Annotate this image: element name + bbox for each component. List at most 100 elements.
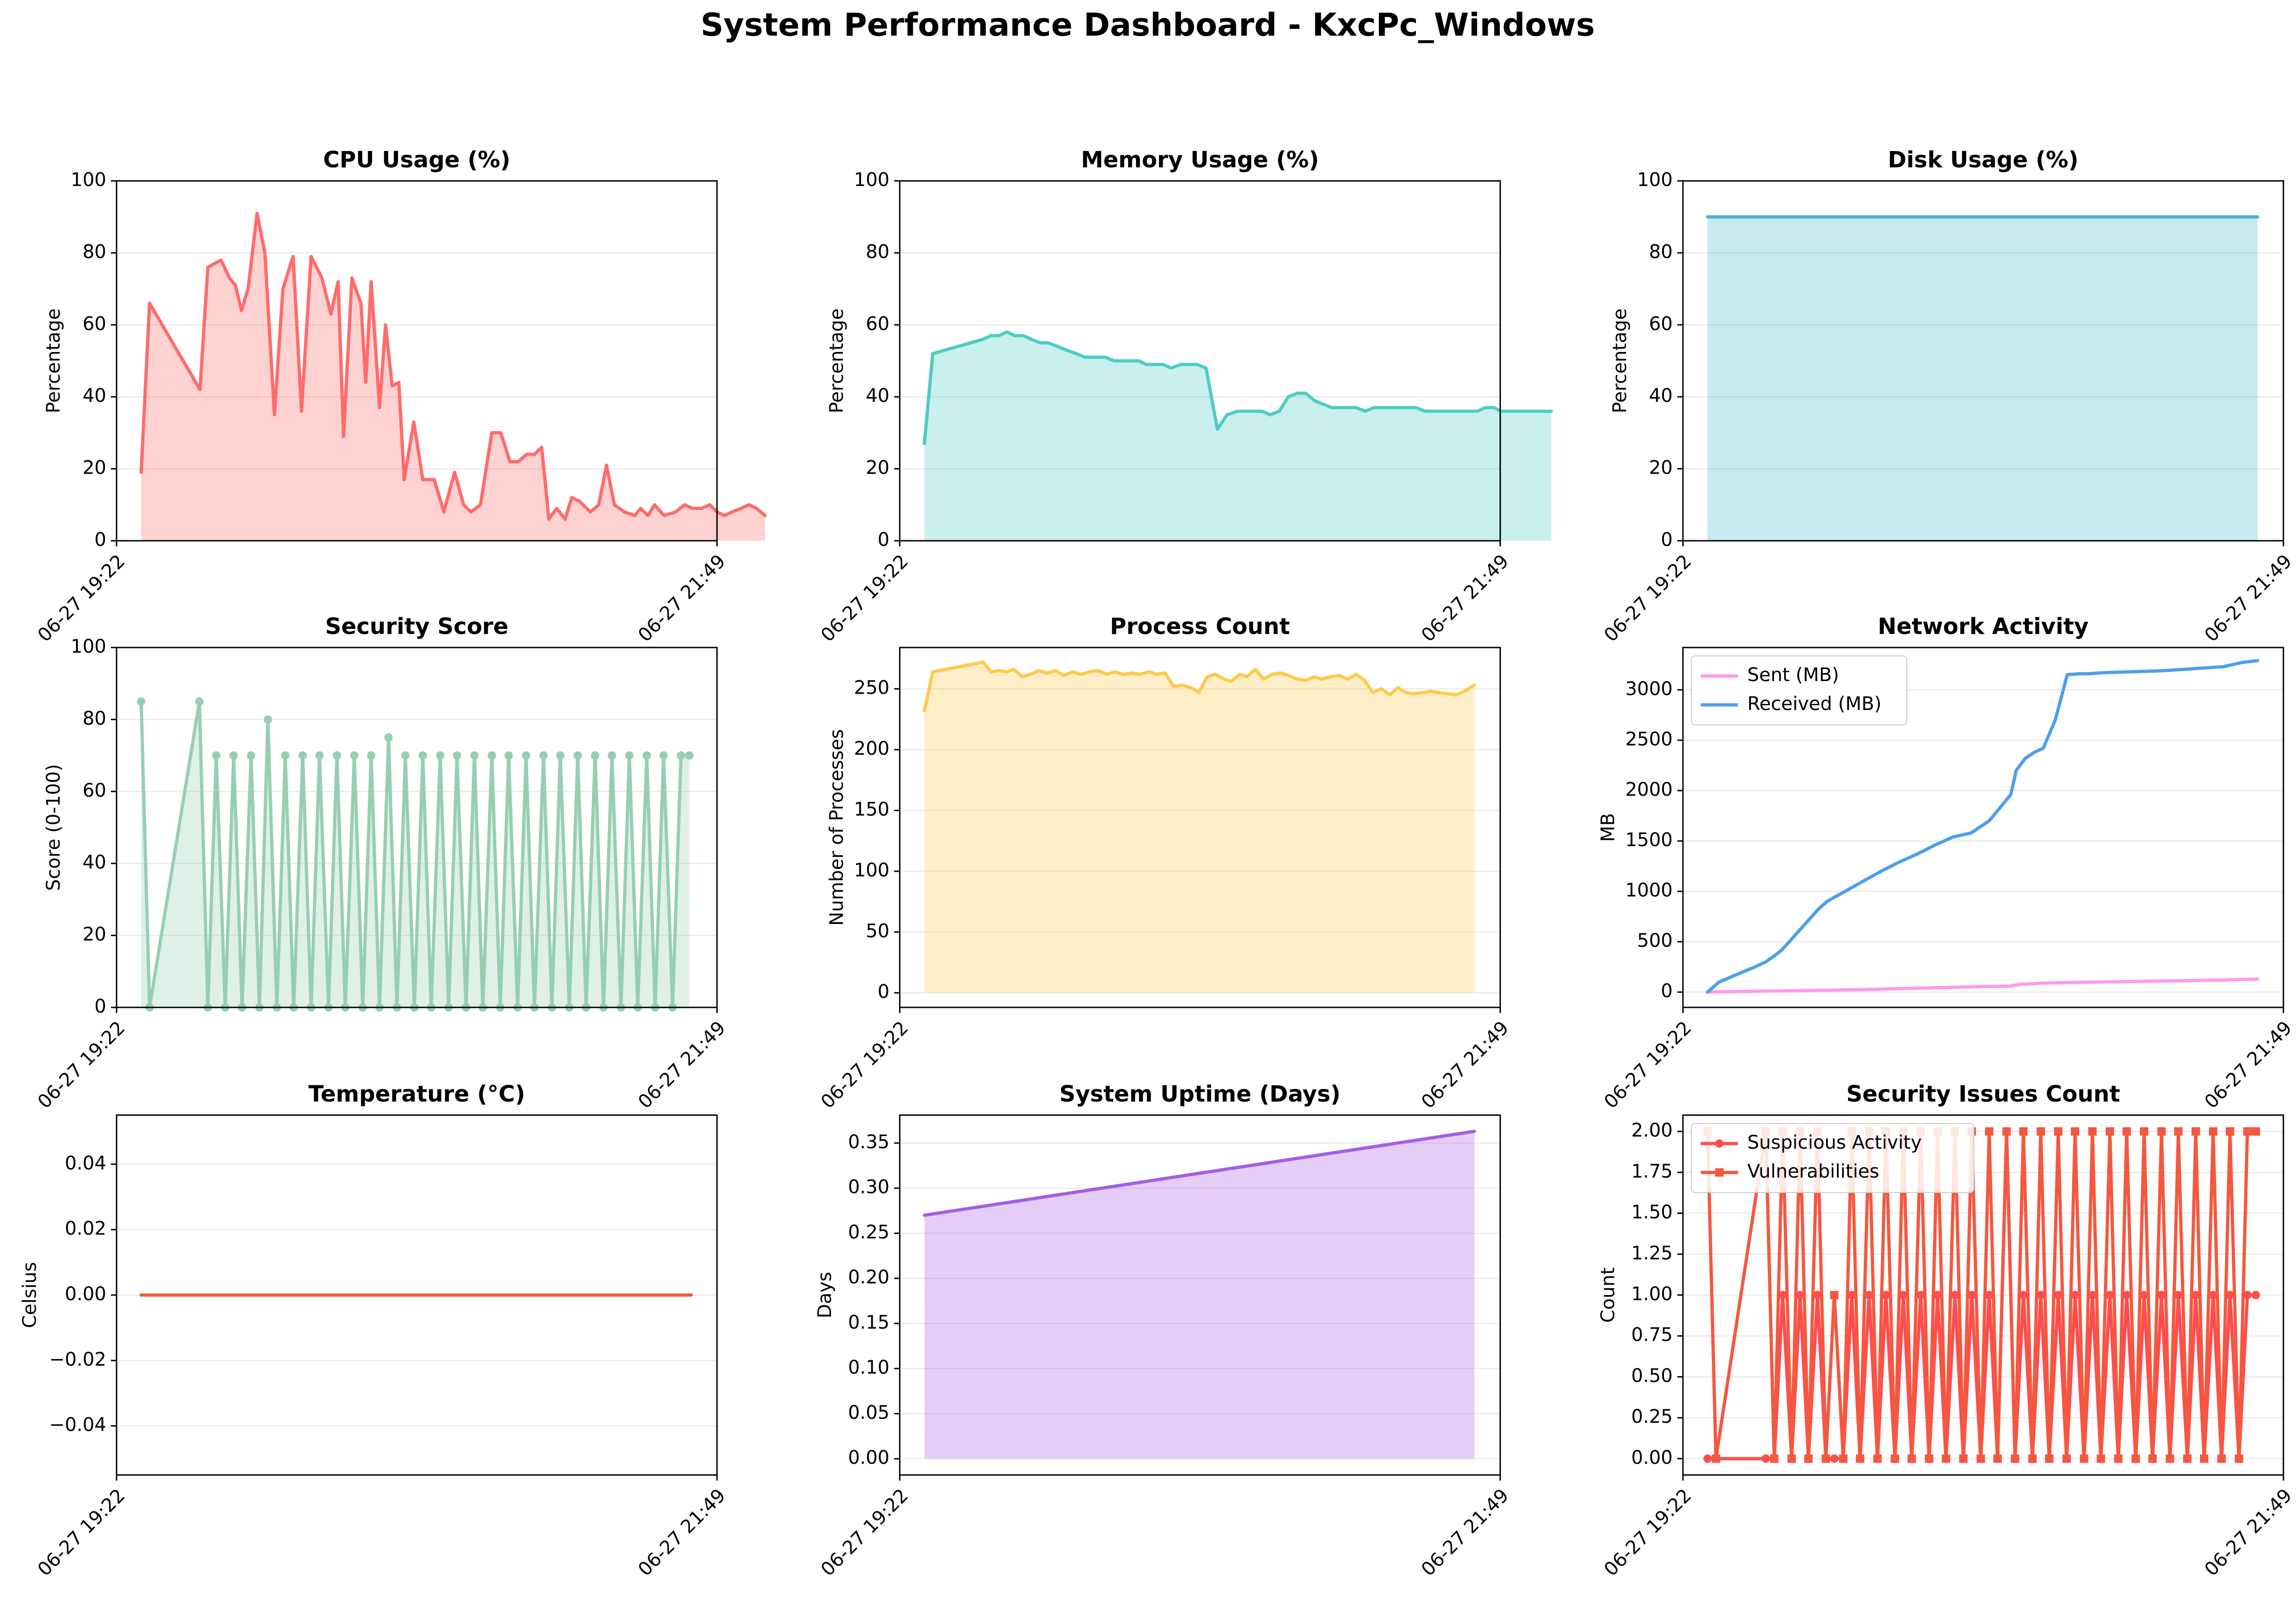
panel-issues: 0.00 0.25 0.50 0.75 1.00 1.25 1.50 1.75 2.00 06-2…	[1598, 1081, 2296, 1580]
data-point	[137, 697, 145, 706]
x-tick-label: 06-27 19:22	[817, 1485, 912, 1580]
data-point	[1890, 1454, 1899, 1463]
series-line-network-1	[1706, 659, 2260, 994]
data-point	[2071, 1291, 2080, 1299]
data-point	[2088, 1291, 2097, 1299]
data-point	[2174, 1127, 2183, 1136]
data-point	[1917, 1291, 1925, 1299]
y-tick-label: 20	[83, 924, 106, 945]
plot-frame	[1682, 647, 2284, 1008]
data-point	[1985, 1291, 1993, 1299]
data-point	[2157, 1291, 2166, 1299]
y-tick-label: 80	[83, 708, 106, 729]
x-tick-label: 06-27 19:22	[34, 1485, 129, 1580]
data-point	[2019, 1291, 2028, 1299]
data-point	[1933, 1291, 1942, 1299]
legend-marker	[1715, 1168, 1724, 1177]
x-tick-label: 06-27 21:49	[1417, 1017, 1513, 1113]
y-tick-label: 0.25	[848, 1221, 889, 1243]
data-point	[2080, 1454, 2089, 1463]
y-tick-label: 0	[878, 981, 889, 1003]
x-tick-label: 06-27 21:49	[2200, 1485, 2296, 1580]
data-point	[2217, 1454, 2226, 1463]
y-tick-label: 100	[854, 169, 889, 191]
chart-title-memory: Memory Usage (%)	[1081, 147, 1319, 173]
data-point	[1778, 1291, 1787, 1299]
data-point	[1796, 1291, 1805, 1299]
y-tick-label: 0.35	[848, 1131, 889, 1153]
y-tick-label: −0.04	[49, 1414, 106, 1436]
y-tick-label: 20	[1649, 457, 1673, 479]
data-point	[229, 751, 238, 760]
y-tick-label: 40	[1649, 385, 1673, 407]
data-point	[488, 751, 496, 760]
data-point	[659, 751, 668, 760]
data-point	[2183, 1454, 2192, 1463]
y-tick-label: 100	[71, 636, 106, 657]
data-point	[332, 751, 341, 760]
plot-frame	[899, 647, 1501, 1008]
y-tick-label: 0.25	[1631, 1406, 1673, 1427]
x-tick-label: 06-27 19:22	[817, 1017, 912, 1113]
y-tick-label: 0.15	[848, 1312, 889, 1333]
x-tick-label: 06-27 19:22	[34, 551, 129, 646]
series-area-memory	[924, 332, 1551, 541]
data-point	[2036, 1291, 2045, 1299]
data-point	[1703, 1454, 1712, 1463]
data-point	[1976, 1454, 1985, 1463]
chart-title-temperature: Temperature (°C)	[308, 1081, 525, 1107]
y-tick-label: 80	[1649, 241, 1673, 262]
series-line-issues-1	[1706, 1130, 2258, 1461]
data-point	[436, 751, 445, 760]
y-tick-label: 100	[854, 860, 889, 881]
y-tick-label: 3000	[1625, 678, 1673, 700]
data-point	[504, 751, 513, 760]
data-point	[367, 751, 376, 760]
data-point	[1761, 1454, 1770, 1463]
y-tick-label: 0.02	[65, 1218, 106, 1240]
y-axis-label: Percentage	[43, 308, 64, 413]
plot-frame	[116, 647, 718, 1008]
data-point	[1985, 1127, 1993, 1136]
data-point	[2191, 1127, 2200, 1136]
data-point	[247, 751, 255, 760]
legend-label: Suspicious Activity	[1747, 1132, 1922, 1153]
data-point	[2226, 1127, 2234, 1136]
data-point	[2011, 1454, 2020, 1463]
x-tick-label: 06-27 19:22	[1600, 1485, 1696, 1580]
y-tick-label: 1.75	[1631, 1161, 1673, 1182]
y-axis-label: Number of Processes	[826, 729, 848, 926]
data-point	[2088, 1127, 2097, 1136]
data-point	[263, 715, 272, 724]
data-point	[2251, 1291, 2260, 1299]
data-point	[2140, 1291, 2149, 1299]
data-point	[1873, 1454, 1882, 1463]
data-point	[1942, 1454, 1951, 1463]
x-tick-label: 06-27 21:49	[634, 1485, 730, 1580]
chart-title-process: Process Count	[1110, 613, 1290, 640]
data-point	[1711, 1454, 1720, 1463]
data-point	[1959, 1454, 1968, 1463]
data-point	[212, 751, 221, 760]
series-area-uptime	[924, 1131, 1475, 1459]
y-tick-label: 40	[83, 385, 106, 407]
x-tick-label: 06-27 19:22	[1600, 551, 1696, 646]
data-point	[2209, 1127, 2218, 1136]
y-tick-label: 0.20	[848, 1267, 889, 1288]
data-point	[1830, 1291, 1839, 1299]
data-point	[2199, 1454, 2208, 1463]
data-point	[2209, 1291, 2218, 1299]
y-tick-label: 0	[1661, 529, 1673, 551]
data-point	[625, 751, 634, 760]
data-point	[1804, 1454, 1813, 1463]
chart-title-network: Network Activity	[1878, 613, 2089, 640]
data-point	[2105, 1291, 2114, 1299]
data-point	[2243, 1127, 2252, 1136]
y-tick-label: 1000	[1625, 880, 1673, 901]
y-tick-label: 40	[83, 852, 106, 873]
series-line-network-0	[1706, 977, 2260, 994]
chart-title-disk: Disk Usage (%)	[1888, 147, 2078, 173]
data-point	[281, 751, 290, 760]
